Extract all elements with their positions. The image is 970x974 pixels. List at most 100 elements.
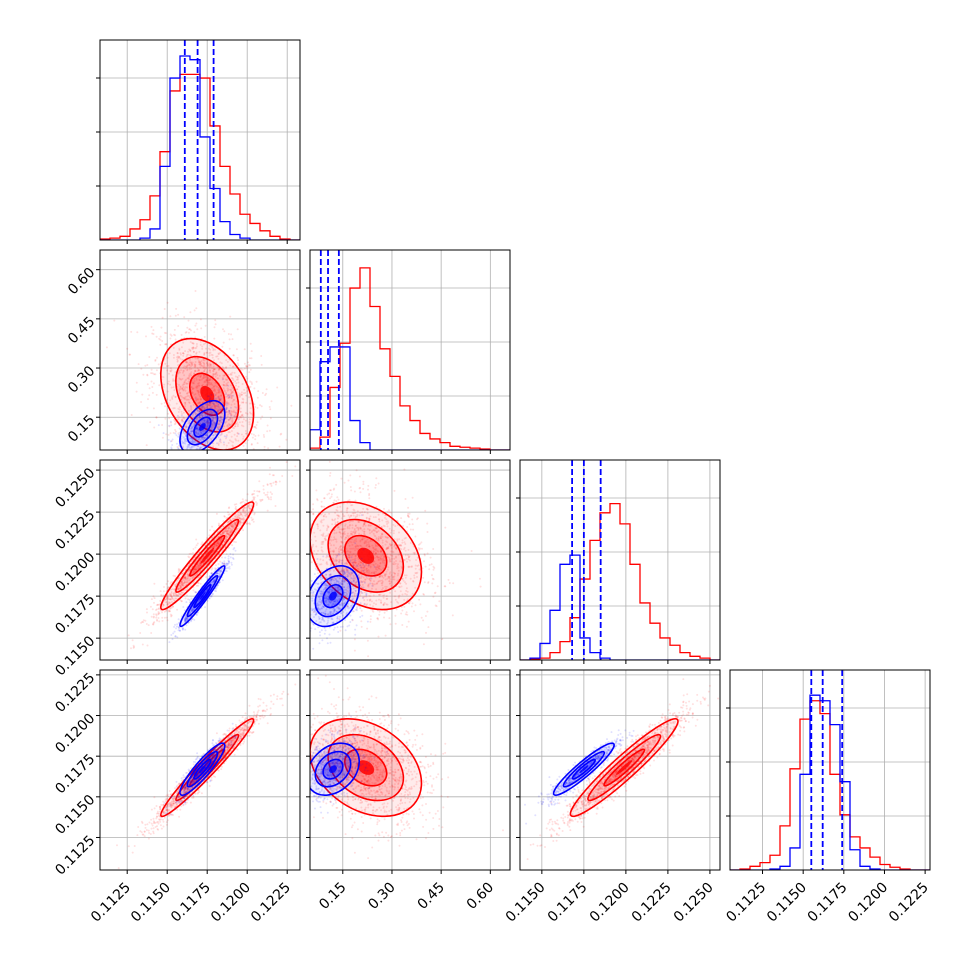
red-sample-point (178, 569, 180, 571)
red-sample-point (214, 326, 216, 328)
red-sample-point (246, 368, 248, 370)
red-sample-point (231, 454, 233, 456)
red-sample-point (156, 369, 158, 371)
red-sample-point (405, 613, 407, 615)
red-sample-point (258, 435, 260, 437)
red-sample-point (308, 499, 310, 501)
red-sample-point (250, 386, 252, 388)
red-sample-point (158, 613, 160, 615)
red-sample-point (164, 611, 166, 613)
red-sample-point (196, 468, 198, 470)
red-sample-point (147, 398, 149, 400)
red-sample-point (295, 550, 297, 552)
red-sample-point (151, 616, 153, 618)
blue-sample-point (159, 471, 161, 473)
red-sample-point (169, 315, 171, 317)
blue-sample-point (194, 591, 196, 593)
blue-sample-point (187, 452, 189, 454)
red-sample-point (242, 529, 244, 531)
red-sample-point (329, 461, 331, 463)
blue-histogram-0 (100, 56, 300, 240)
red-sample-point (148, 394, 150, 396)
red-sample-point (158, 620, 160, 622)
red-sample-point (251, 444, 253, 446)
red-sample-point (158, 617, 160, 619)
red-sample-point (136, 391, 138, 393)
red-sample-point (222, 328, 224, 330)
red-sample-point (240, 368, 242, 370)
red-sample-point (169, 338, 171, 340)
red-sample-point (138, 363, 140, 365)
blue-sample-point (230, 562, 232, 564)
blue-sample-point (158, 424, 160, 426)
red-sample-point (267, 491, 269, 493)
blue-sample-point (237, 419, 239, 421)
red-sample-point (171, 335, 173, 337)
blue-sample-point (181, 421, 183, 423)
red-sample-point (275, 505, 277, 507)
red-sample-point (200, 543, 202, 545)
red-sample-point (156, 615, 158, 617)
red-sample-point (260, 418, 262, 420)
red-sample-point (257, 397, 259, 399)
blue-sample-point (222, 401, 224, 403)
red-sample-point (304, 527, 306, 529)
red-sample-point (153, 595, 155, 597)
red-sample-point (257, 407, 259, 409)
red-sample-point (250, 517, 252, 519)
blue-sample-point (177, 461, 179, 463)
red-sample-point (164, 617, 166, 619)
red-sample-point (268, 497, 270, 499)
red-sample-point (166, 617, 168, 619)
red-sample-point (283, 563, 285, 565)
red-sample-point (413, 610, 415, 612)
red-sample-point (174, 329, 176, 331)
red-sample-point (191, 508, 193, 510)
red-sample-point (297, 472, 299, 474)
red-sample-point (281, 475, 283, 477)
blue-sample-point (191, 598, 193, 600)
red-sample-point (195, 547, 197, 549)
red-sample-point (200, 456, 202, 458)
red-sample-point (361, 626, 363, 628)
red-sample-point (235, 503, 237, 505)
panel-0-0 (96, 40, 300, 244)
blue-sample-point (184, 458, 186, 460)
red-sample-point (216, 456, 218, 458)
blue-sample-point (168, 425, 170, 427)
red-sample-point (197, 543, 199, 545)
red-sample-point (167, 580, 169, 582)
y-tick-label-1-1: 0.30 (65, 363, 98, 396)
red-sample-point (196, 328, 198, 330)
red-sample-point (146, 374, 148, 376)
red-sample-point (252, 451, 254, 453)
red-sample-point (235, 541, 237, 543)
red-sample-point (161, 617, 163, 619)
blue-sample-point (172, 632, 174, 634)
red-sample-point (222, 467, 224, 469)
red-sample-point (431, 563, 433, 565)
red-sample-point (269, 473, 271, 475)
red-sample-point (175, 308, 177, 310)
red-sample-point (285, 439, 287, 441)
red-sample-point (147, 645, 149, 647)
blue-sample-point (180, 467, 182, 469)
red-sample-point (227, 511, 229, 513)
blue-sample-point (174, 631, 176, 633)
y-tick-label-1-2: 0.45 (65, 314, 98, 347)
red-sample-point (167, 619, 169, 621)
blue-sample-point (195, 398, 197, 400)
red-sample-point (254, 406, 256, 408)
blue-sample-point (222, 579, 224, 581)
red-sample-point (266, 494, 268, 496)
red-sample-point (361, 610, 363, 612)
red-sample-point (140, 401, 142, 403)
red-sample-point (113, 320, 115, 322)
red-sample-point (267, 510, 269, 512)
red-sample-point (189, 311, 191, 313)
blue-sample-point (180, 457, 182, 459)
red-sample-point (214, 319, 216, 321)
red-sample-point (208, 461, 210, 463)
red-sample-point (428, 568, 430, 570)
red-sample-point (195, 539, 197, 541)
